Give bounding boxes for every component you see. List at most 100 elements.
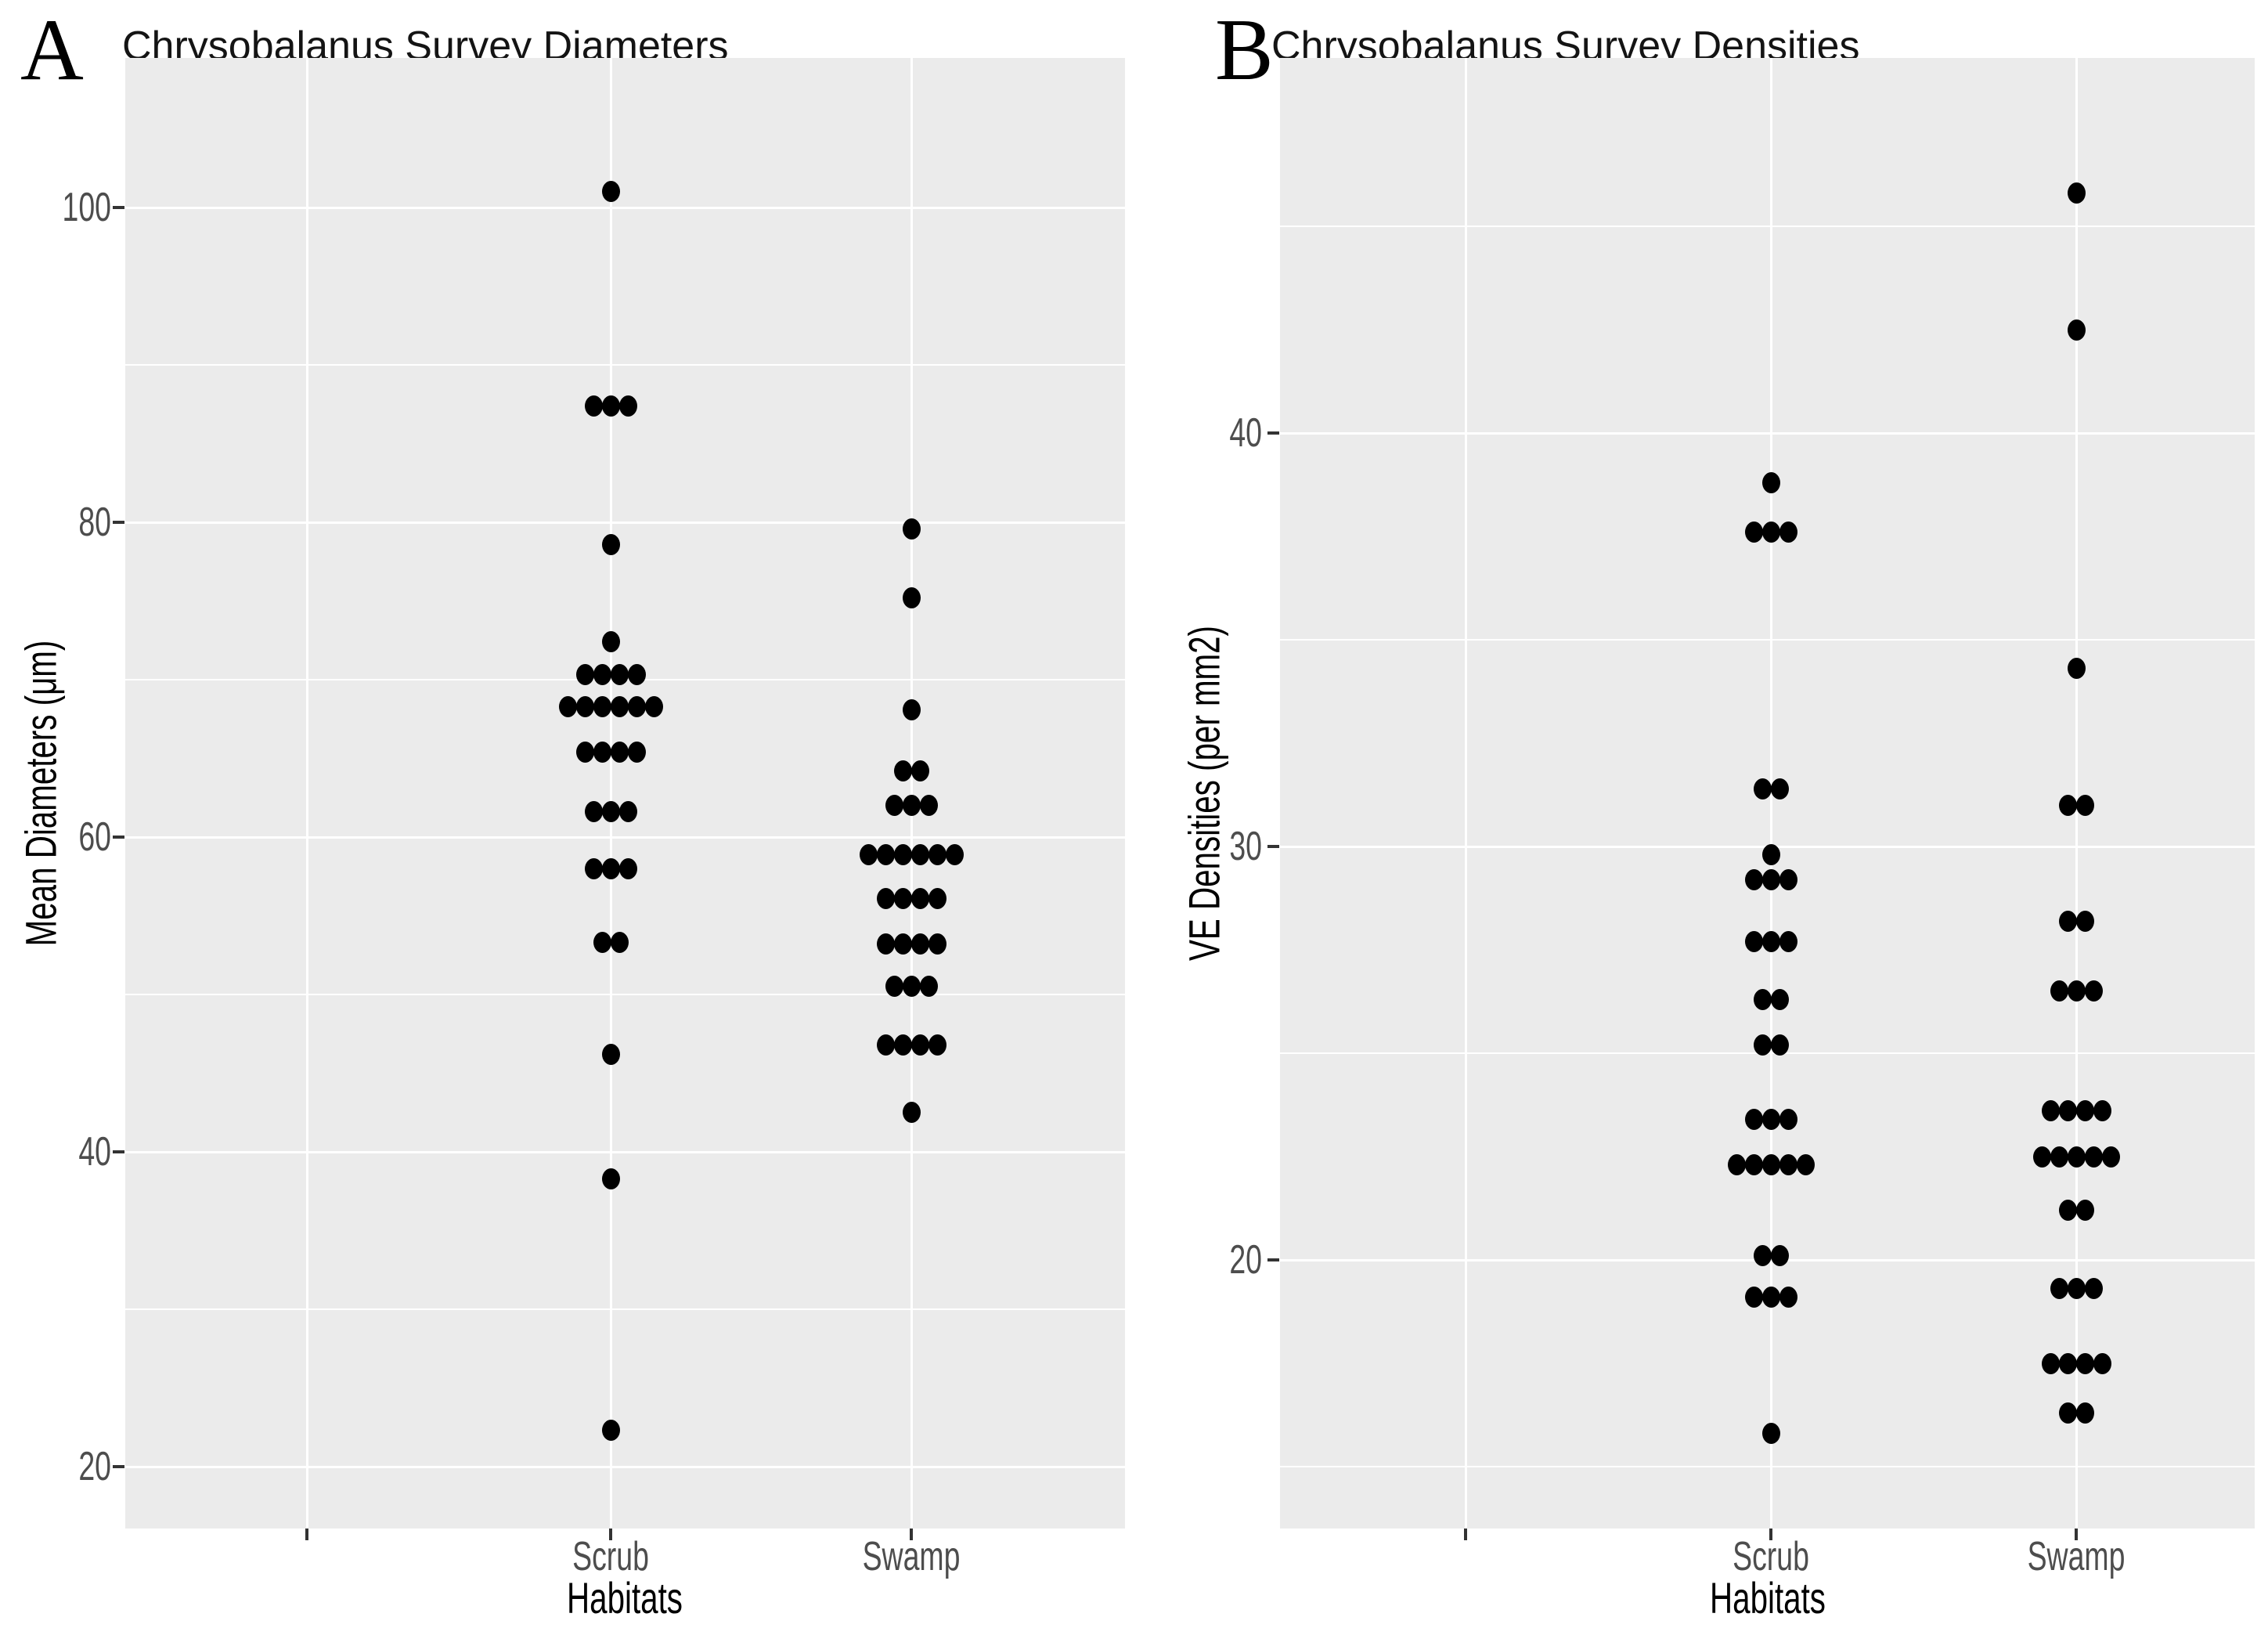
data-dot [876,887,895,909]
x-tick-label: Swamp [862,1534,961,1579]
y-tick-label: 60 [78,814,111,860]
data-dot [1761,844,1780,866]
data-dot [1779,1108,1797,1130]
x-tick-mark [305,1529,308,1540]
data-dot [1753,1245,1772,1267]
data-dot [610,741,629,763]
data-dot [601,1043,620,1065]
data-dot [1770,1245,1789,1267]
y-gridline-minor [1280,226,2255,227]
data-dot [618,395,637,417]
data-dot [593,932,611,954]
data-dot [593,664,611,686]
data-dot [601,631,620,653]
data-dot [1744,1108,1763,1130]
x-tick-mark [609,1529,612,1540]
data-dot [928,1034,947,1056]
y-tick-mark [1267,431,1279,435]
data-dot [910,1034,929,1056]
data-dot [910,887,929,909]
y-gridline-major [125,522,1125,524]
y-tick-mark [113,1150,124,1153]
data-dot [584,395,603,417]
data-dot [876,933,895,955]
data-dot [910,933,929,955]
data-dot [2058,1402,2077,1424]
data-dot [2075,1402,2094,1424]
data-dot [2067,658,2086,680]
data-dot [859,843,878,865]
data-dot [1753,778,1772,799]
data-dot [928,843,947,865]
y-tick-mark [1267,845,1279,848]
data-dot [2067,319,2086,341]
data-dot [610,664,629,686]
data-dot [1770,1034,1789,1056]
data-dot [2075,910,2094,932]
data-dot [1770,988,1789,1010]
data-dot [575,741,594,763]
data-dot [610,695,629,717]
data-dot [910,843,929,865]
data-dot [627,741,646,763]
data-dot [2050,1278,2068,1300]
data-dot [893,760,912,782]
y-tick-label: 30 [1229,824,1262,869]
data-dot [2058,794,2077,816]
data-dot [876,843,895,865]
data-dot [1779,868,1797,890]
data-dot [1744,522,1763,543]
data-dot [885,795,903,817]
data-dot [876,1034,895,1056]
data-dot [2067,1146,2086,1168]
data-dot [1761,1423,1780,1445]
data-dot [945,843,964,865]
y-gridline-minor [125,1308,1125,1310]
data-dot [1761,868,1780,890]
data-dot [1796,1154,1815,1176]
y-gridline-major [125,1466,1125,1468]
data-dot [644,695,663,717]
data-dot [902,587,921,608]
data-dot [2084,1146,2103,1168]
data-dot [1770,778,1789,799]
data-dot [1744,868,1763,890]
data-dot [601,1420,620,1442]
data-dot [1753,988,1772,1010]
data-dot [1744,1154,1763,1176]
data-dot [575,664,594,686]
data-dot [2075,1200,2094,1222]
data-dot [893,843,912,865]
panel-b-x-axis-title: Habitats [1710,1573,1826,1622]
y-gridline-major [125,1151,1125,1153]
data-dot [2032,1146,2051,1168]
data-dot [1761,522,1780,543]
panel-a-label: A [20,2,84,99]
data-dot [1761,471,1780,493]
x-gridline [1465,58,1467,1529]
data-dot [2058,1352,2077,1374]
panel-a-plot-area [125,58,1125,1529]
data-dot [593,695,611,717]
data-dot [593,741,611,763]
panel-a-y-axis-title: Mean Diameters (μm) [16,640,66,947]
data-dot [2050,980,2068,1002]
data-dot [2058,910,2077,932]
y-tick-label: 20 [1229,1237,1262,1283]
data-dot [893,1034,912,1056]
y-tick-mark [113,206,124,209]
data-dot [919,795,938,817]
data-dot [2093,1352,2111,1374]
y-gridline-minor [1280,1466,2255,1467]
panel-b-label: B [1215,2,1274,99]
x-tick-mark [2075,1529,2078,1540]
data-dot [601,801,620,823]
y-tick-label: 80 [78,500,111,545]
data-dot [893,933,912,955]
data-dot [1761,930,1780,952]
data-dot [1779,1154,1797,1176]
y-gridline-major [125,207,1125,209]
data-dot [2058,1200,2077,1222]
data-dot [2084,1278,2103,1300]
data-dot [558,695,577,717]
